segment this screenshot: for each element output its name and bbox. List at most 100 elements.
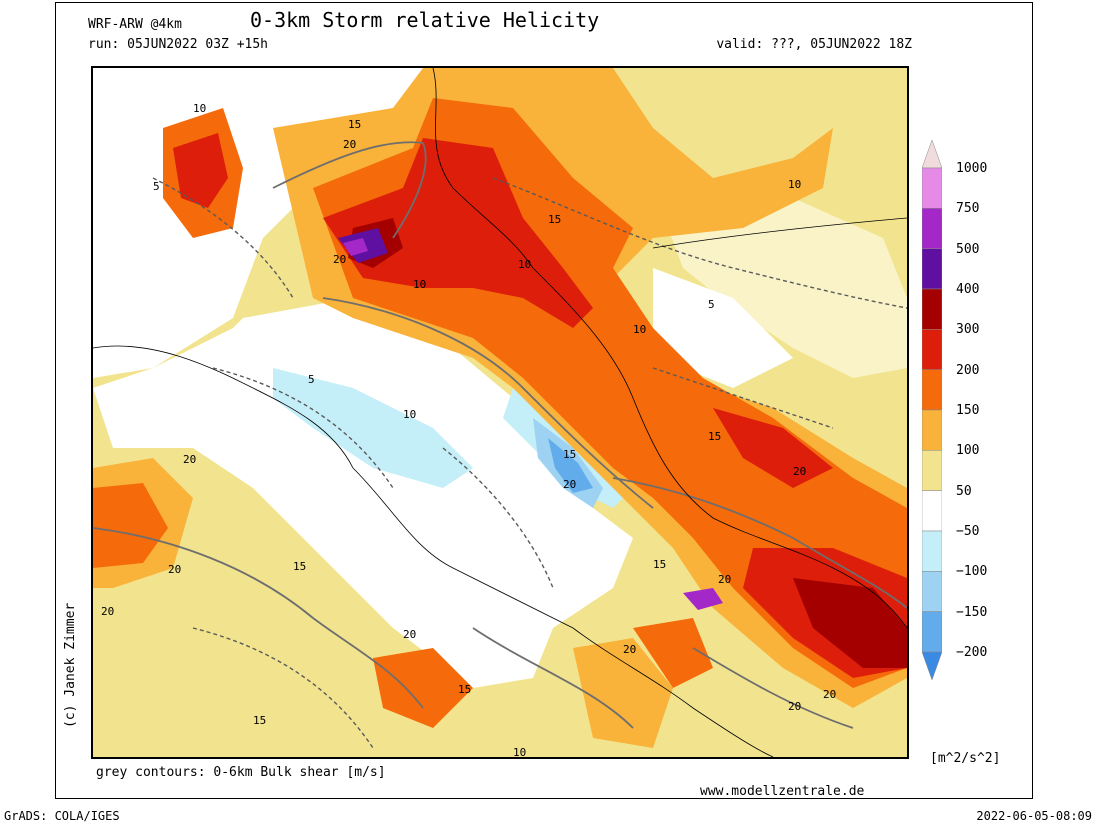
shear-contours-dashed [152,177,907,749]
contour-label: 5 [153,180,160,193]
border-line [532,267,714,519]
contour-label: 15 [548,213,561,226]
colorbar-tick-label: 300 [956,322,980,338]
contour-label: 20 [788,700,801,713]
contour-label: 10 [193,102,206,115]
field-negative-a [273,368,473,488]
contour-label: 10 [518,258,531,271]
contour-label: 20 [823,688,836,701]
colorbar-tick-label: −50 [956,524,980,539]
field-negative-d [548,438,593,493]
colorbar-cell [922,409,942,451]
contour-line [272,141,427,239]
contours-note: grey contours: 0-6km Bulk shear [m/s] [96,765,386,780]
colorbar-cell [922,248,942,290]
contour-line [692,647,854,729]
colorbar [922,140,942,680]
chart-title: 0-3km Storm relative Helicity [250,8,600,32]
contour-line [93,527,424,709]
field-nw-200 [173,133,228,208]
field-band-300-se [793,578,907,668]
colorbar-cell [922,490,942,532]
field-south-100 [573,638,673,748]
border-line [352,467,574,629]
colorbar-cell [922,167,942,209]
contour-label: 20 [343,138,356,151]
border-line [652,217,907,249]
shear-contours [93,141,907,729]
colorbar-cell [922,530,942,572]
contour-line [212,367,394,489]
colorbar-tick-label: 100 [956,443,980,459]
field-south-150 [373,648,473,728]
colorbar-cell [922,611,942,653]
colorbar-tick-label: 150 [956,403,980,418]
contour-label: 15 [653,558,666,571]
colorbar-cell [922,651,942,680]
border-line [432,68,534,269]
contour-line [442,447,554,589]
contour-line [472,627,634,729]
field-pale-east [653,188,907,378]
contour-label: 10 [513,746,526,757]
contour-label: 15 [708,430,721,443]
contour-label: 20 [101,605,114,618]
website: www.modellzentrale.de [700,784,865,799]
unit-label: [m^2/s^2] [930,751,1001,766]
colorbar-tick-label: 500 [956,241,980,257]
colorbar-tick-label: 200 [956,362,980,378]
field-neutral-east [653,268,793,388]
colorbar-cell [922,208,942,249]
contour-label: 5 [308,373,315,386]
colorbar-cell [922,288,942,330]
contour-label: 20 [183,453,196,466]
colorbar-cell [922,369,942,411]
colorbar-tick-label: 750 [956,201,980,217]
border-line [572,627,774,757]
contour-label: 20 [718,573,731,586]
field-purple-se [683,588,723,610]
contour-line [192,627,374,749]
field-south-150b [633,618,713,688]
contour-label: 15 [458,683,471,696]
contour-label: 10 [413,278,426,291]
software-credit: GrADS: COLA/IGES [4,809,120,823]
contour-label: 5 [708,298,715,311]
contour-label: 10 [788,178,801,191]
contour-label: 15 [348,118,361,131]
colorbar-tick-label: −200 [956,645,988,660]
field-band-200-east [713,408,833,488]
plot-frame [55,2,1033,799]
colorbar-tick-label: 50 [956,483,972,499]
contour-line [652,367,834,429]
contour-label: 15 [253,714,266,727]
colorbar-tick-label: −100 [956,564,988,580]
contour-label: 20 [793,465,806,478]
run-time: run: 05JUN2022 03Z +15h [88,37,269,52]
contour-line [612,477,907,609]
colorbar-tick-label: 1000 [956,161,988,176]
contour-line [492,177,907,309]
contour-label: 20 [333,253,346,266]
colorbar-cell [922,140,942,169]
contour-label: 20 [623,643,636,656]
contour-labels: 10 5 15 20 20 10 10 15 10 5 10 15 15 20 … [101,102,836,757]
timestamp: 2022-06-05-08:09 [976,809,1092,823]
contour-label: 10 [633,323,646,336]
country-borders [93,68,907,757]
colorbar-cell [922,450,942,491]
contour-label: 20 [168,563,181,576]
colorbar-cell [922,329,942,370]
helicity-map: 10 5 15 20 20 10 10 15 10 5 10 15 15 20 … [91,66,909,759]
contour-label: 15 [293,560,306,573]
colorbar-cell [922,571,942,612]
model-name: WRF-ARW @4km [88,17,182,32]
field-band-200-north [323,138,593,328]
contour-label: 20 [403,628,416,641]
field-sw-150 [93,483,168,568]
colorbar-tick-label: 400 [956,282,980,297]
border-line [93,345,354,469]
border-line [712,517,907,629]
contour-line [322,297,654,509]
contour-line [152,177,294,299]
